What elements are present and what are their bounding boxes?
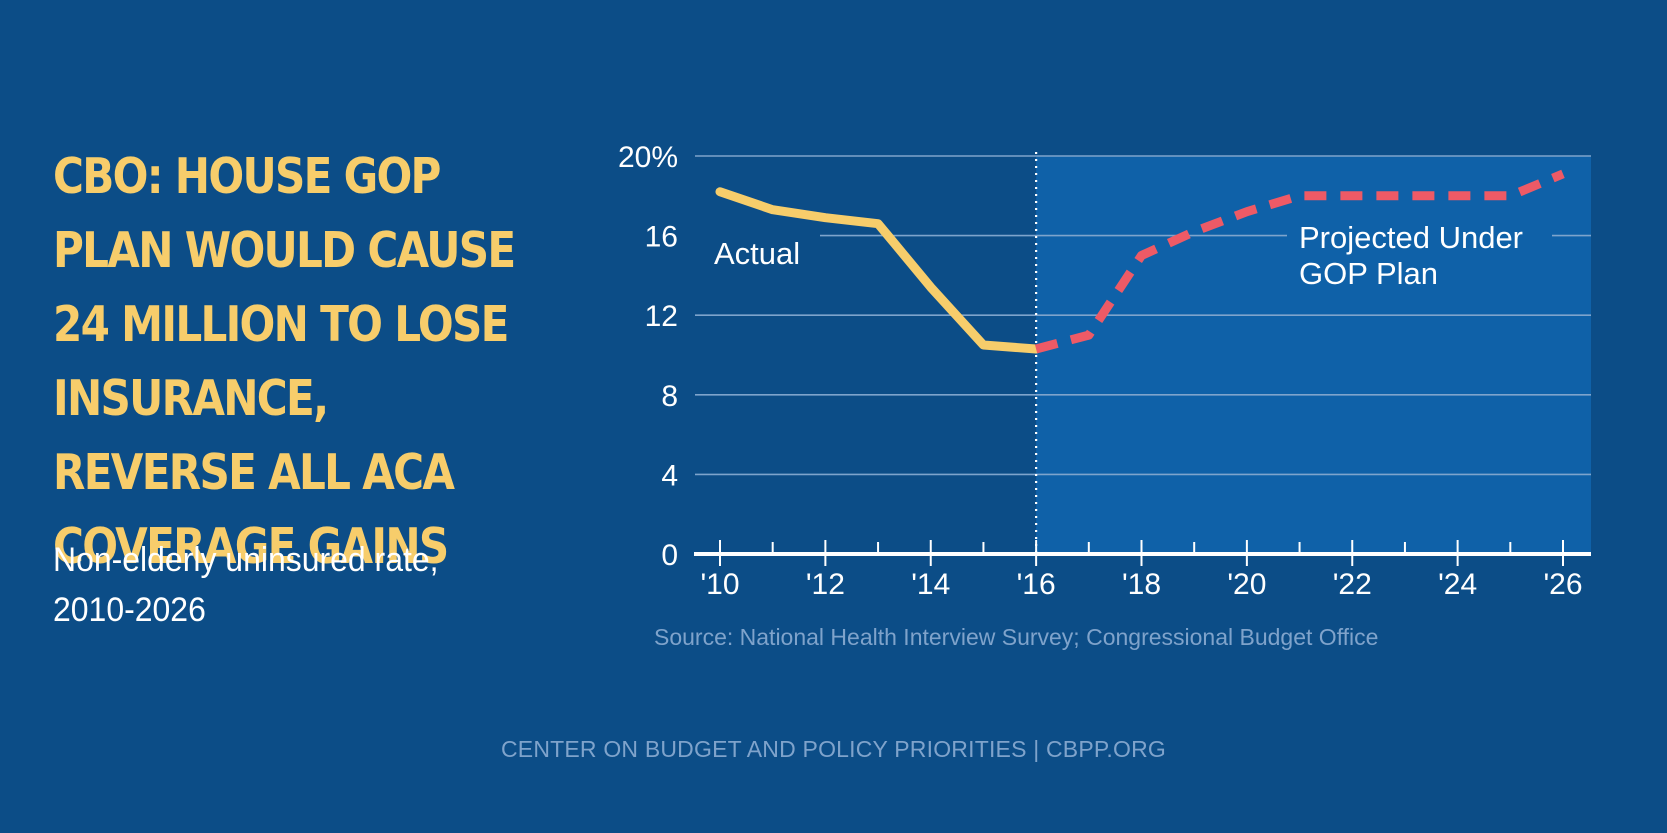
y-tick-label: 12 [645, 300, 678, 333]
y-tick-label: 8 [661, 380, 678, 413]
headline: CBO: House GOP Plan Would Cause 24 Milli… [53, 148, 516, 575]
actual-label-bg [690, 228, 820, 276]
projected-label-bg [1287, 216, 1552, 294]
x-tick-label: '26 [1543, 568, 1582, 601]
x-tick-label: '10 [700, 568, 739, 601]
projected-series-line [1034, 169, 1565, 354]
projected-series-label: GOP Plan [1299, 256, 1438, 291]
projection-panel [1036, 156, 1591, 554]
x-tick-label: '14 [911, 568, 950, 601]
y-tick-label: 16 [645, 221, 678, 254]
y-tick-label: 0 [661, 539, 678, 572]
x-tick-label: '24 [1438, 568, 1477, 601]
actual-series-line [715, 187, 1041, 354]
chart-subtitle: Non-elderly uninsured rate, 2010-2026 [53, 541, 439, 629]
y-tick-label: 20% [618, 141, 678, 174]
actual-series-label: Actual [714, 236, 800, 271]
x-tick-label: '16 [1017, 568, 1056, 601]
x-tick-label: '18 [1122, 568, 1161, 601]
projected-series-label: Projected Under [1299, 220, 1523, 255]
x-tick-label: '20 [1227, 568, 1266, 601]
source-note: Source: National Health Interview Survey… [654, 624, 1379, 650]
footer-credit: CENTER ON BUDGET AND POLICY PRIORITIES |… [500, 736, 1167, 762]
x-tick-label: '22 [1333, 568, 1372, 601]
x-tick-label: '12 [806, 568, 845, 601]
y-tick-label: 4 [661, 459, 678, 492]
